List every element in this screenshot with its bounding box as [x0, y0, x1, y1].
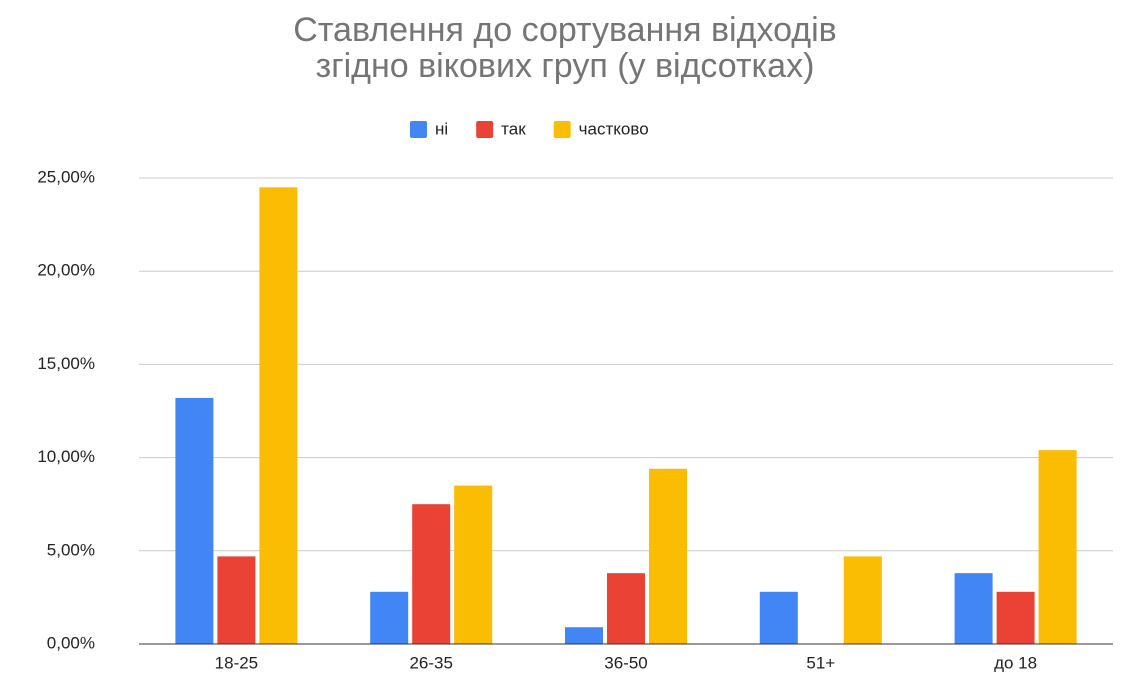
y-tick-label: 0,00%: [47, 633, 95, 652]
bar: [454, 485, 493, 644]
chart-title: Ставлення до сортування відходів згідно …: [293, 11, 837, 85]
x-tick-label: 18-25: [215, 653, 258, 672]
y-tick-label: 25,00%: [37, 167, 95, 186]
bar: [370, 591, 409, 644]
bar: [1038, 450, 1077, 644]
legend-label: частково: [579, 119, 649, 138]
legend-swatch: [553, 121, 571, 138]
y-tick-label: 15,00%: [37, 354, 95, 373]
bar: [759, 591, 798, 644]
legend-swatch: [476, 121, 494, 138]
bar: [996, 591, 1035, 644]
y-tick-label: 20,00%: [37, 261, 95, 280]
legend-label: так: [501, 119, 526, 138]
bar: [954, 573, 993, 644]
x-tick-label: до 18: [994, 653, 1037, 672]
bar: [217, 556, 256, 644]
bar: [649, 468, 687, 644]
x-tick-label: 26-35: [409, 653, 452, 672]
y-tick-label: 5,00%: [47, 540, 95, 559]
bar: [607, 573, 645, 644]
bar: [412, 504, 451, 644]
legend-swatch: [410, 121, 427, 138]
bar: [259, 187, 298, 644]
bar: [843, 556, 882, 644]
x-tick-label: 36-50: [604, 653, 647, 672]
bar: [175, 397, 214, 644]
x-tick-label: 51+: [806, 653, 835, 672]
legend-label: ні: [435, 119, 448, 138]
bar: [565, 627, 603, 644]
y-tick-label: 10,00%: [37, 447, 95, 466]
